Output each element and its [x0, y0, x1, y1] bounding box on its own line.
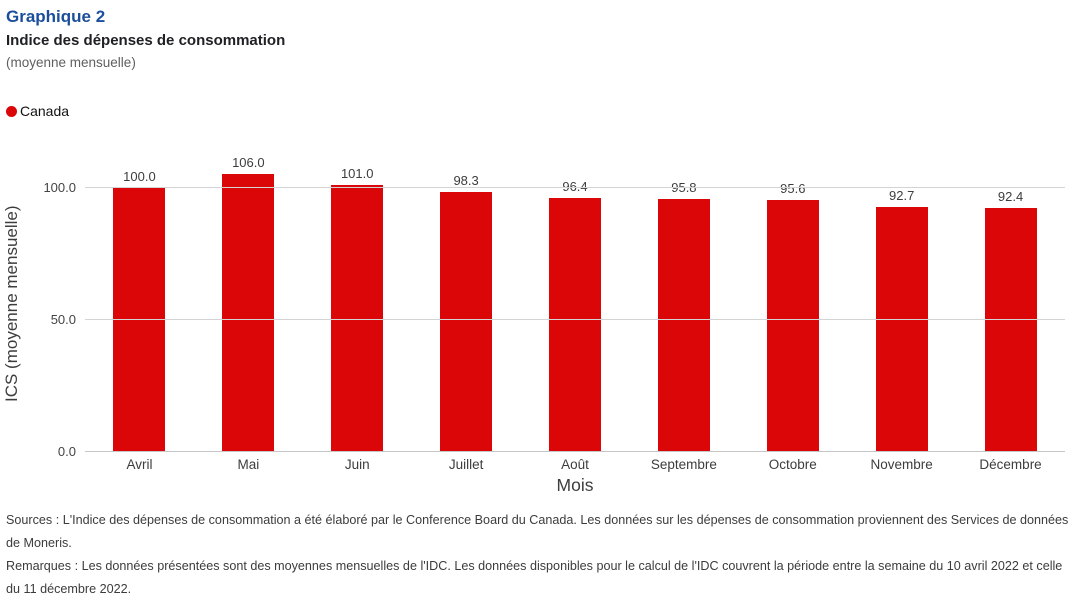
x-tick-label-septembre: Septembre	[650, 457, 717, 472]
bar-group-novembre: 92.7	[847, 155, 956, 452]
x-tick-label-juin: Juin	[344, 457, 370, 472]
legend-label: Canada	[20, 103, 70, 119]
plot-area: 100.0 106.0 101.0 98.3 96.4 95.8 95.6 92.7 92.4	[85, 155, 1065, 452]
bar-mai[interactable]	[222, 174, 275, 452]
x-tick-label-juillet: Juillet	[448, 457, 484, 472]
bar-décembre[interactable]	[984, 208, 1037, 452]
bar-chart: ICS (moyenne mensuelle) 0.0 50.0 100.0 100…	[0, 119, 1075, 497]
x-axis-ticks: Avril Mai Juin Juillet Août Septembre Octobre N…	[85, 457, 1065, 473]
bar-value-label: 98.3	[453, 173, 479, 188]
bar-group-juin: 101.0	[303, 155, 412, 452]
bar-group-octobre: 95.6	[738, 155, 847, 452]
gridline-100.0	[85, 187, 1065, 189]
chart-subtitle: (moyenne mensuelle)	[6, 55, 136, 70]
bar-group-avril: 100.0	[85, 155, 194, 452]
gridline-50.0	[85, 319, 1065, 321]
footer-notes: Sources : L'Indice des dépenses de conso…	[6, 509, 1069, 600]
bar-group-septembre: 95.8	[629, 155, 738, 452]
gridline-0.0	[85, 451, 1065, 452]
bar-novembre[interactable]	[875, 207, 928, 452]
bar-value-label: 92.7	[889, 188, 915, 203]
bar-value-label: 100.0	[123, 169, 156, 184]
bar-group-août: 96.4	[521, 155, 630, 452]
chart-title: Indice des dépenses de consommation	[6, 32, 286, 49]
x-tick-label-décembre: Décembre	[979, 457, 1042, 472]
x-axis-title: Mois	[556, 475, 594, 495]
x-tick-label-avril: Avril	[126, 457, 153, 472]
legend-dot-icon	[6, 105, 17, 117]
x-tick-label-novembre: Novembre	[870, 457, 933, 472]
y-tick-label: 100.0	[43, 180, 76, 196]
bar-octobre[interactable]	[766, 200, 819, 452]
sources-text: Sources : L'Indice des dépenses de conso…	[6, 513, 1069, 550]
bar-group-juillet: 98.3	[412, 155, 521, 452]
bar-value-label: 95.6	[780, 181, 806, 196]
bar-août[interactable]	[549, 198, 601, 452]
bars-container: 100.0 106.0 101.0 98.3 96.4 95.8 95.6 92.7 92.4	[85, 155, 1065, 452]
x-tick-label-octobre: Octobre	[768, 457, 817, 472]
bar-group-mai: 106.0	[194, 155, 303, 452]
bar-group-décembre: 92.4	[956, 155, 1065, 452]
y-tick-label: 50.0	[50, 312, 76, 328]
legend: Canada	[6, 103, 1075, 119]
bar-value-label: 92.4	[997, 189, 1024, 204]
bar-septembre[interactable]	[657, 199, 710, 452]
remarks-text: Remarques : Les données présentées sont …	[6, 559, 1063, 596]
bar-value-label: 101.0	[340, 166, 374, 181]
bar-juillet[interactable]	[440, 192, 493, 452]
x-tick-label-août: Août	[561, 457, 589, 472]
bar-juin[interactable]	[331, 185, 384, 452]
y-axis-ticks: 0.0 50.0 100.0	[0, 155, 76, 459]
page-title: Graphique 2	[6, 7, 106, 26]
bar-value-label: 106.0	[232, 155, 265, 170]
x-tick-label-mai: Mai	[237, 457, 260, 472]
bar-value-label: 96.4	[562, 179, 588, 194]
y-tick-label: 0.0	[57, 444, 76, 459]
chart-header: Graphique 2 Indice des dépenses de conso…	[0, 0, 1075, 71]
